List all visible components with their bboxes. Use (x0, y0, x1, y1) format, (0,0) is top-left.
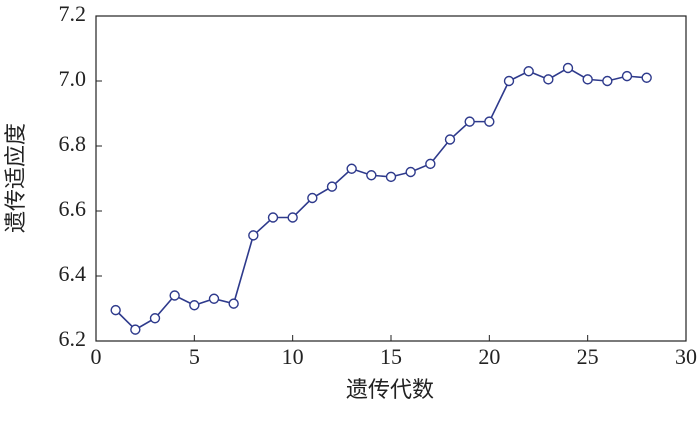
x-tick-label: 0 (91, 344, 102, 369)
marker (346, 163, 357, 174)
marker (307, 192, 318, 204)
marker (366, 170, 377, 181)
marker (248, 230, 259, 241)
marker (582, 74, 593, 85)
marker (405, 166, 416, 178)
x-tick-label: 15 (380, 344, 402, 369)
y-tick-label: 7.2 (59, 1, 87, 26)
marker (110, 304, 121, 316)
line (115, 67, 647, 331)
marker (464, 116, 475, 127)
marker (641, 72, 652, 83)
y-axis-label: 遗传适应度 (3, 123, 28, 233)
marker (208, 293, 220, 304)
x-axis-label: 遗传代数 (346, 377, 434, 402)
marker (621, 70, 633, 82)
marker (444, 134, 456, 145)
marker (523, 66, 534, 77)
marker (385, 171, 397, 183)
marker (326, 181, 338, 192)
y-tick-label: 6.4 (59, 261, 87, 286)
marker (149, 313, 161, 324)
marker (287, 212, 298, 223)
marker (543, 74, 554, 85)
x-tick-label: 20 (478, 344, 500, 369)
marker (484, 116, 495, 127)
marker (602, 75, 613, 87)
x-tick-label: 10 (282, 344, 304, 369)
marker (562, 62, 574, 74)
marker (425, 158, 436, 170)
marker (130, 324, 141, 335)
marker (169, 290, 180, 301)
x-tick-label: 30 (675, 344, 697, 369)
x-tick-label: 5 (189, 344, 200, 369)
x-tick-label: 25 (577, 344, 599, 369)
marker (503, 75, 515, 87)
y-tick-label: 6.8 (59, 131, 87, 156)
y-tick-label: 6.2 (59, 326, 87, 351)
y-tick-label: 7.0 (59, 66, 87, 91)
marker (189, 300, 200, 311)
marker (228, 298, 239, 309)
marker (267, 212, 279, 223)
y-tick-label: 6.6 (59, 196, 87, 221)
